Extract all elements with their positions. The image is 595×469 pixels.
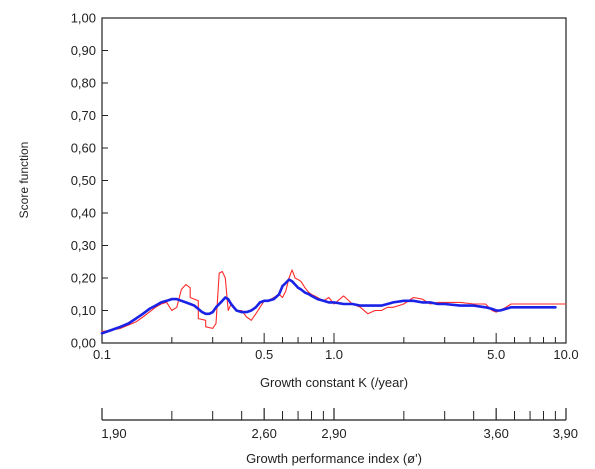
series-line-red [101, 269, 567, 333]
y-tick-label: 0,80 [71, 76, 96, 91]
secondary-tick-label: 2,90 [321, 426, 346, 441]
x-tick-label: 0.5 [255, 347, 273, 362]
secondary-tick-label: 3,60 [484, 426, 509, 441]
secondary-tick-label: 1,90 [101, 426, 126, 441]
secondary-axis-label: Growth performance index (ø') [246, 451, 422, 466]
y-tick-label: 0,20 [71, 271, 96, 286]
y-tick-label: 0,30 [71, 238, 96, 253]
x-tick-label: 1.0 [325, 347, 343, 362]
y-tick-label: 0,70 [71, 108, 96, 123]
secondary-tick-label: 2,60 [252, 426, 277, 441]
secondary-ticks: 1,90 2,60 2,90 3,60 3,90 [101, 408, 578, 441]
y-tick-label: 0,60 [71, 141, 96, 156]
y-tick-label: 0,40 [71, 206, 96, 221]
x-tick-label: 0.1 [93, 347, 111, 362]
y-tick-label: 0,50 [71, 173, 96, 188]
plot-frame [101, 17, 567, 344]
y-tick-label: 1,00 [71, 11, 96, 26]
x-tick-label: 5.0 [487, 347, 505, 362]
x-ticks: 0.1 0.5 1.0 5.0 10.0 [93, 333, 579, 362]
y-axis-label: Score function [17, 142, 31, 219]
y-tick-label: 0,00 [71, 336, 96, 351]
series-line-blue [100, 278, 557, 335]
y-ticks: 0,00 0,10 0,20 0,30 0,40 0,50 0,60 0,70 0,80 0,90… [71, 11, 108, 351]
y-tick-label: 0,10 [71, 303, 96, 318]
secondary-tick-label: 3,90 [553, 426, 578, 441]
x-tick-label: 10.0 [553, 347, 578, 362]
y-tick-label: 0,90 [71, 43, 96, 58]
x-axis-label: Growth constant K (/year) [260, 375, 408, 390]
series-layer [100, 269, 567, 335]
